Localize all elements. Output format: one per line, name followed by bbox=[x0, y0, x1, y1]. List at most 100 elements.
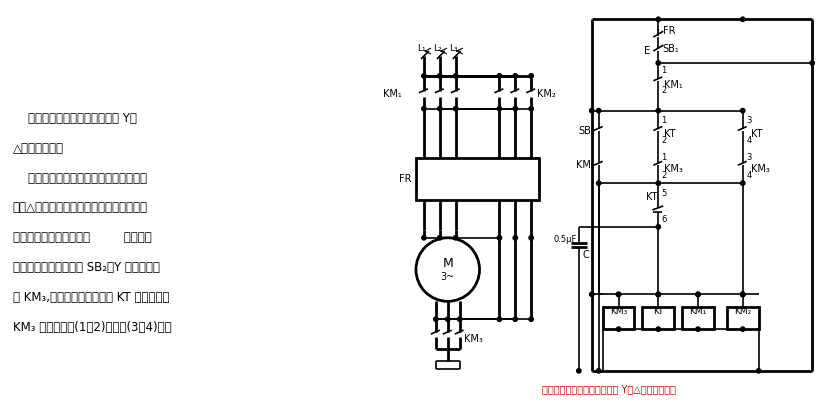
Text: L₂: L₂ bbox=[433, 44, 442, 53]
Text: SB₁: SB₁ bbox=[663, 44, 679, 54]
Text: KT: KT bbox=[653, 307, 663, 316]
Text: KM₁: KM₁ bbox=[690, 307, 707, 316]
Circle shape bbox=[437, 107, 442, 111]
Circle shape bbox=[656, 292, 661, 297]
Circle shape bbox=[513, 74, 518, 78]
Text: KM₃: KM₃ bbox=[610, 307, 627, 316]
Circle shape bbox=[656, 225, 661, 229]
Circle shape bbox=[422, 236, 426, 240]
Bar bbox=[416, 158, 539, 200]
Circle shape bbox=[696, 327, 700, 331]
Text: KM₃: KM₃ bbox=[750, 164, 769, 174]
Circle shape bbox=[437, 236, 442, 240]
Text: 2: 2 bbox=[661, 171, 667, 180]
Circle shape bbox=[589, 292, 594, 297]
Text: 3: 3 bbox=[746, 116, 752, 125]
Text: KM₃: KM₃ bbox=[464, 334, 483, 344]
Text: 2: 2 bbox=[661, 136, 667, 145]
Bar bbox=[682, 307, 714, 329]
Text: 防止接触器触点间飞弧短路的 Y－△降压启动电路: 防止接触器触点间飞弧短路的 Y－△降压启动电路 bbox=[542, 384, 676, 394]
Circle shape bbox=[416, 238, 479, 301]
Text: KM₂: KM₂ bbox=[734, 307, 751, 316]
Circle shape bbox=[513, 236, 518, 240]
Circle shape bbox=[696, 292, 700, 297]
Circle shape bbox=[454, 107, 458, 111]
Circle shape bbox=[616, 292, 621, 297]
Circle shape bbox=[656, 292, 661, 297]
Circle shape bbox=[741, 17, 745, 22]
Circle shape bbox=[589, 108, 594, 113]
Circle shape bbox=[497, 107, 501, 111]
Text: 1: 1 bbox=[661, 153, 667, 162]
Text: KT: KT bbox=[664, 129, 676, 140]
Circle shape bbox=[497, 317, 501, 322]
Circle shape bbox=[696, 292, 700, 297]
Circle shape bbox=[458, 317, 462, 322]
Text: 0.5μF: 0.5μF bbox=[553, 235, 577, 244]
Circle shape bbox=[656, 181, 661, 185]
Text: 5: 5 bbox=[661, 188, 667, 197]
Text: 3: 3 bbox=[746, 153, 752, 162]
Circle shape bbox=[529, 317, 533, 322]
Text: L₃: L₃ bbox=[450, 44, 458, 53]
Text: △降压启动电路: △降压启动电路 bbox=[12, 142, 64, 155]
Text: 1: 1 bbox=[661, 66, 667, 75]
Text: FR: FR bbox=[663, 26, 676, 36]
Circle shape bbox=[597, 181, 601, 185]
Circle shape bbox=[656, 108, 661, 113]
Circle shape bbox=[422, 74, 426, 78]
Text: KM₂: KM₂ bbox=[537, 89, 556, 99]
Circle shape bbox=[454, 236, 458, 240]
Text: 4: 4 bbox=[746, 171, 752, 180]
Text: KT: KT bbox=[646, 192, 658, 202]
Text: FR: FR bbox=[399, 174, 412, 184]
Text: 防止接触器触点间飞弧短路的 Y－: 防止接触器触点间飞弧短路的 Y－ bbox=[12, 112, 136, 125]
Bar bbox=[727, 307, 759, 329]
Circle shape bbox=[529, 74, 533, 78]
Circle shape bbox=[434, 317, 438, 322]
Text: 2: 2 bbox=[661, 86, 667, 95]
Circle shape bbox=[656, 17, 661, 22]
Bar bbox=[643, 307, 674, 329]
Circle shape bbox=[597, 108, 601, 113]
Circle shape bbox=[741, 327, 745, 331]
Text: 推迟△接法的接触器的吸合时同，就能避免: 推迟△接法的接触器的吸合时同，就能避免 bbox=[12, 201, 148, 214]
Circle shape bbox=[741, 292, 745, 297]
Circle shape bbox=[656, 292, 661, 297]
Circle shape bbox=[741, 181, 745, 185]
Circle shape bbox=[497, 74, 501, 78]
Circle shape bbox=[497, 236, 501, 240]
Circle shape bbox=[616, 327, 621, 331]
Circle shape bbox=[513, 107, 518, 111]
Circle shape bbox=[577, 369, 581, 373]
Text: E: E bbox=[644, 46, 650, 56]
Text: KT: KT bbox=[750, 129, 762, 140]
Bar bbox=[603, 307, 635, 329]
Circle shape bbox=[446, 317, 450, 322]
Text: KM₂: KM₂ bbox=[576, 160, 595, 170]
Circle shape bbox=[513, 317, 518, 322]
Text: 1: 1 bbox=[661, 116, 667, 125]
Circle shape bbox=[741, 292, 745, 297]
Circle shape bbox=[422, 107, 426, 111]
Text: 6: 6 bbox=[661, 215, 667, 224]
Circle shape bbox=[437, 74, 442, 78]
Text: 器 KM₃,通电延时时间继电器 KT 得电吸合，: 器 KM₃,通电延时时间继电器 KT 得电吸合， bbox=[12, 291, 169, 304]
Text: 3~: 3~ bbox=[441, 273, 455, 282]
Circle shape bbox=[529, 236, 533, 240]
Text: KM₃: KM₃ bbox=[664, 164, 683, 174]
Text: KM₁: KM₁ bbox=[664, 80, 683, 90]
Circle shape bbox=[741, 292, 745, 297]
Text: KM₃ 的辅助触点(1－2)闭合、(3－4)断开: KM₃ 的辅助触点(1－2)闭合、(3－4)断开 bbox=[12, 321, 171, 334]
Text: L₁: L₁ bbox=[418, 44, 427, 53]
Text: 飞弧短路。为此可采用图         所示的控: 飞弧短路。为此可采用图 所示的控 bbox=[12, 231, 151, 244]
Circle shape bbox=[529, 107, 533, 111]
Circle shape bbox=[597, 369, 601, 373]
Text: M: M bbox=[442, 257, 453, 270]
Circle shape bbox=[616, 292, 621, 297]
Circle shape bbox=[656, 327, 661, 331]
Circle shape bbox=[454, 74, 458, 78]
Text: 4: 4 bbox=[746, 136, 752, 145]
Text: 制电路。按下启动按钮 SB₂，Y 接法的接触: 制电路。按下启动按钮 SB₂，Y 接法的接触 bbox=[12, 261, 159, 274]
Text: C: C bbox=[583, 249, 589, 260]
